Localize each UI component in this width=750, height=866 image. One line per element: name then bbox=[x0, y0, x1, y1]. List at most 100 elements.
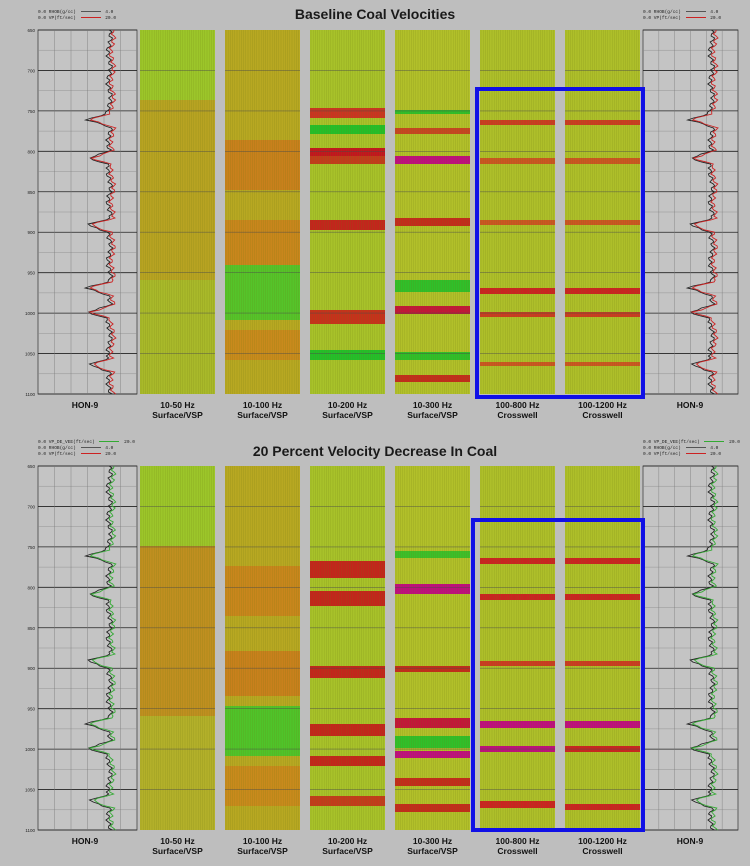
column-survey-type: Surface/VSP bbox=[152, 846, 203, 856]
legend-entry: 0.0 RHOB(g/cc) 4.0 bbox=[643, 446, 719, 451]
log-curve bbox=[83, 29, 114, 395]
column-label: 100-1200 Hz Crosswell bbox=[555, 400, 650, 420]
depth-tick-label: 650 bbox=[27, 28, 35, 33]
seismic-column bbox=[225, 30, 300, 394]
column-survey-type: Surface/VSP bbox=[152, 410, 203, 420]
log-curve bbox=[685, 465, 716, 831]
column-frequency: 10-200 Hz bbox=[327, 400, 368, 410]
column-survey-type: Crosswell bbox=[582, 410, 623, 420]
column-frequency: 10-100 Hz bbox=[242, 400, 283, 410]
log-curve bbox=[88, 465, 117, 831]
left-log-track bbox=[37, 465, 138, 831]
legend-entry: 0.0 VP(ft/sec) 20.0 bbox=[643, 16, 722, 21]
column-survey-type: Crosswell bbox=[497, 846, 538, 856]
legend-entry: 0.0 VP_DE_VEE(ft/sec) 20.0 bbox=[643, 440, 740, 445]
depth-tick-label: 800 bbox=[27, 585, 35, 590]
seismic-column bbox=[480, 466, 555, 830]
depth-tick-label: 1000 bbox=[25, 311, 36, 316]
legend-entry: 0.0 VP(ft/sec) 20.0 bbox=[38, 16, 117, 21]
seismic-column bbox=[310, 30, 385, 394]
depth-tick-label: 1050 bbox=[25, 352, 36, 357]
depth-tick-label: 950 bbox=[27, 271, 35, 276]
column-label: 10-100 Hz Surface/VSP bbox=[215, 400, 310, 420]
column-label: 10-100 Hz Surface/VSP bbox=[215, 836, 310, 856]
column-frequency: 10-50 Hz bbox=[160, 836, 195, 846]
legend-entry: 0.0 RHOB(g/cc) 4.0 bbox=[38, 10, 114, 15]
column-survey-type: Crosswell bbox=[582, 846, 623, 856]
velocity-decrease-plot: 650 700 750 800 850 900 950 1000 1050 1100 10-50 H… bbox=[0, 436, 750, 866]
baseline-plot: 650 700 750 800 850 900 950 1000 1050 1100 10-50 H… bbox=[0, 0, 750, 430]
depth-tick-label: 850 bbox=[27, 190, 35, 195]
seismic-column bbox=[140, 466, 215, 830]
right-log-track bbox=[642, 29, 739, 395]
right-log-legend: 0.0 RHOB(g/cc) 4.0 0.0 VP(ft/sec) 20.0 bbox=[643, 10, 721, 22]
seismic-column bbox=[225, 466, 300, 830]
depth-tick-label: 700 bbox=[27, 504, 35, 509]
log-curve bbox=[88, 29, 117, 395]
column-label: 10-50 Hz Surface/VSP bbox=[130, 400, 225, 420]
depth-tick-label: 900 bbox=[27, 666, 35, 671]
column-frequency: 100-800 Hz bbox=[495, 836, 540, 846]
panel-title: Baseline Coal Velocities bbox=[294, 6, 456, 22]
depth-tick-label: 1100 bbox=[25, 392, 35, 397]
legend-entry: 0.0 RHOB(g/cc) 4.0 bbox=[643, 10, 719, 15]
column-label: 100-800 Hz Crosswell bbox=[470, 400, 565, 420]
column-frequency: 100-1200 Hz bbox=[578, 836, 627, 846]
left-log-legend: 0.0 RHOB(g/cc) 4.0 0.0 VP(ft/sec) 20.0 bbox=[38, 10, 116, 22]
panel-graphics: 650 700 750 800 850 900 950 1000 1050 1100 bbox=[25, 464, 739, 833]
left-log-track bbox=[37, 29, 138, 395]
left-well-label: HON-9 bbox=[71, 836, 99, 846]
column-survey-type: Surface/VSP bbox=[237, 410, 288, 420]
right-log-legend: 0.0 VP_DE_VEE(ft/sec) 20.0 0.0 RHOB(g/cc)… bbox=[643, 440, 740, 458]
legend-entry: 0.0 RHOB(g/cc) 4.0 bbox=[38, 446, 114, 451]
crosswell-highlight-box bbox=[471, 518, 645, 832]
depth-tick-label: 1100 bbox=[25, 828, 35, 833]
log-curve bbox=[690, 465, 719, 831]
depth-tick-label: 1000 bbox=[25, 747, 36, 752]
seismic-column bbox=[140, 30, 215, 394]
right-log-track bbox=[642, 465, 739, 831]
seismic-column bbox=[565, 30, 640, 394]
seismic-column bbox=[395, 30, 470, 394]
depth-tick-label: 900 bbox=[27, 230, 35, 235]
depth-tick-label: 750 bbox=[27, 109, 35, 114]
seismic-column bbox=[565, 466, 640, 830]
column-label: 100-1200 Hz Crosswell bbox=[555, 836, 650, 856]
depth-tick-label: 1050 bbox=[25, 788, 36, 793]
left-log-legend: 0.0 VP_DE_VEE(ft/sec) 20.0 0.0 RHOB(g/cc)… bbox=[38, 440, 135, 458]
right-well-label: HON-9 bbox=[676, 836, 704, 846]
column-label: 10-200 Hz Surface/VSP bbox=[300, 400, 395, 420]
column-frequency: 100-1200 Hz bbox=[578, 400, 627, 410]
column-frequency: 10-300 Hz bbox=[412, 836, 453, 846]
legend-entry: 0.0 VP(ft/sec) 20.0 bbox=[643, 452, 722, 457]
column-label: 10-50 Hz Surface/VSP bbox=[130, 836, 225, 856]
depth-tick-label: 650 bbox=[27, 464, 35, 469]
column-survey-type: Surface/VSP bbox=[407, 846, 458, 856]
depth-tick-label: 800 bbox=[27, 149, 35, 154]
column-label: 100-800 Hz Crosswell bbox=[470, 836, 565, 856]
panel-title: 20 Percent Velocity Decrease In Coal bbox=[252, 443, 498, 459]
log-curve bbox=[83, 465, 114, 831]
log-curve bbox=[690, 29, 719, 395]
column-survey-type: Crosswell bbox=[497, 410, 538, 420]
seismic-column bbox=[310, 466, 385, 830]
panel-graphics: 650 700 750 800 850 900 950 1000 1050 1100 bbox=[25, 28, 739, 399]
seismic-column bbox=[480, 30, 555, 394]
depth-tick-label: 850 bbox=[27, 626, 35, 631]
legend-entry: 0.0 VP_DE_VEE(ft/sec) 20.0 bbox=[38, 440, 135, 445]
column-frequency: 10-100 Hz bbox=[242, 836, 283, 846]
crosswell-highlight-box bbox=[475, 87, 645, 399]
column-label: 10-300 Hz Surface/VSP bbox=[385, 400, 480, 420]
seismic-column bbox=[395, 466, 470, 830]
column-label: 10-200 Hz Surface/VSP bbox=[300, 836, 395, 856]
right-well-label: HON-9 bbox=[676, 400, 704, 410]
column-survey-type: Surface/VSP bbox=[322, 846, 373, 856]
column-survey-type: Surface/VSP bbox=[237, 846, 288, 856]
baseline-panel: 650 700 750 800 850 900 950 1000 1050 1100 10-50 H… bbox=[0, 0, 750, 430]
left-well-label: HON-9 bbox=[71, 400, 99, 410]
depth-tick-label: 700 bbox=[27, 68, 35, 73]
column-survey-type: Surface/VSP bbox=[407, 410, 458, 420]
depth-tick-label: 950 bbox=[27, 707, 35, 712]
column-frequency: 10-50 Hz bbox=[160, 400, 195, 410]
legend-entry: 0.0 VP(ft/sec) 20.0 bbox=[38, 452, 117, 457]
